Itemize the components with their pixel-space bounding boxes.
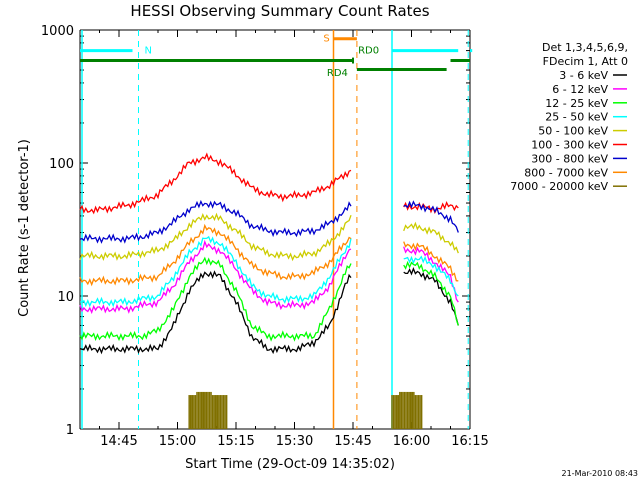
legend-entry-label: 3 - 6 keV [559,69,608,82]
legend-entry-label: 12 - 25 keV [545,97,608,110]
x-axis-label: Start Time (29-Oct-09 14:35:02) [185,457,395,472]
series-line [403,221,459,254]
series-line [403,201,459,215]
footer-timestamp: 21-Mar-2010 08:43 [562,469,639,478]
series-line [79,223,352,287]
series-line [403,267,459,326]
x-tick-label: 15:15 [217,434,254,449]
series-line [79,270,352,355]
legend-entry-label: 50 - 100 keV [538,125,608,138]
x-tick-label: 16:00 [393,434,430,449]
legend-entry-label: 7000 - 20000 keV [510,180,608,193]
y-tick-label: 1000 [41,24,74,39]
series-line [79,199,352,244]
series-line [79,239,352,315]
series-line [79,256,352,342]
series-line [403,200,459,233]
legend-entry-label: 25 - 50 keV [545,111,608,124]
x-tick-label: 15:00 [159,434,196,449]
saa-label: S [323,34,329,45]
legend-entry-label: 100 - 300 keV [531,139,608,152]
x-tick-label: 16:15 [451,434,488,449]
legend-entry-label: 6 - 12 keV [552,83,608,96]
chart-title: HESSI Observing Summary Count Rates [130,2,429,20]
series-line [79,212,352,262]
x-tick-label: 14:45 [100,434,137,449]
x-tick-label: 15:30 [276,434,313,449]
series-line [403,260,459,326]
legend-entry-label: 800 - 7000 keV [524,166,608,179]
series-group [79,152,459,429]
night-label: N [145,46,152,57]
legend: Det 1,3,4,5,6,9,FDecim 1, Att 03 - 6 keV… [510,41,628,193]
y-axis-label: Count Rate (s-1 detector-1) [17,139,32,317]
tick-group: 14:45 15:00 15:15 15:30 15:45 16:00 16:15 1 10 10… [41,24,489,449]
legend-header: Det 1,3,4,5,6,9, [542,41,628,54]
series-line [79,152,352,215]
series-line [403,241,459,282]
annotation-group: N S RD4 RD0 [80,30,473,429]
legend-header: FDecim 1, Att 0 [543,55,628,68]
y-tick-label: 1 [66,423,74,438]
x-tick-label: 15:45 [334,434,371,449]
series-line [79,235,352,308]
series-line [403,255,459,297]
series-line [403,246,459,303]
attenuator-label: RD0 [358,46,379,57]
y-tick-label: 10 [57,290,74,305]
legend-entry-label: 300 - 800 keV [531,152,608,165]
attenuator-label: RD4 [327,68,348,79]
y-tick-label: 100 [49,157,74,172]
